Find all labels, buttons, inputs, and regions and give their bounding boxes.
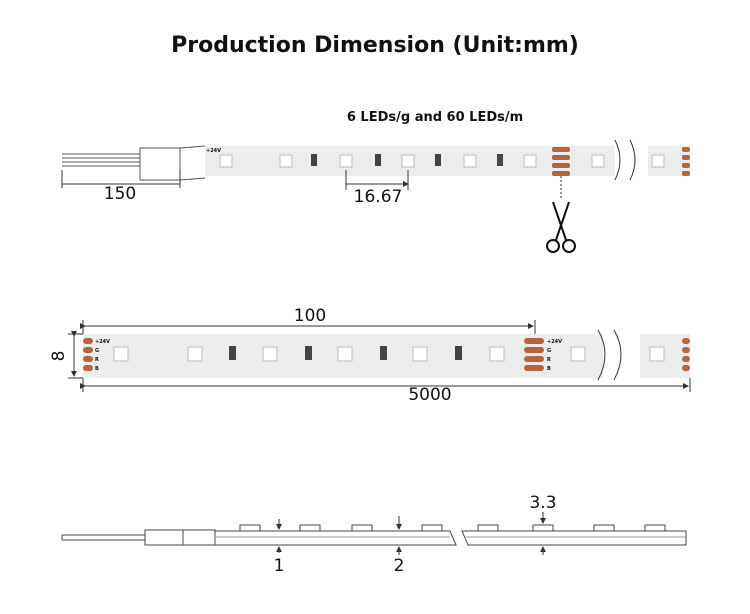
strip-view: +24V G R B +24V G R B 100 5000 8: [49, 306, 691, 405]
dimension-label: 2: [394, 556, 405, 576]
pad-label: +24V: [206, 148, 221, 154]
pad-label: R: [547, 357, 551, 363]
subtitle: 6 LEDs/g and 60 LEDs/m: [347, 110, 523, 125]
pad-label: G: [547, 348, 551, 354]
dimension-label: 16.67: [354, 187, 403, 207]
pad-label: +24V: [95, 339, 110, 345]
dimension-label: 100: [294, 306, 326, 326]
pad-label: +24V: [547, 339, 562, 345]
pad-label: B: [95, 366, 99, 372]
pad-label: G: [95, 348, 99, 354]
side-view: 1 2 3.3: [61, 493, 687, 576]
dimension-label: 3.3: [529, 493, 556, 513]
title: Production Dimension (Unit:mm): [171, 33, 579, 58]
dimension-label: 150: [104, 184, 136, 204]
connector: [139, 147, 181, 181]
dimension-label: 8: [49, 351, 69, 362]
leds: [239, 524, 666, 532]
leds: [219, 154, 665, 168]
scissors: [546, 201, 576, 253]
pad-label: B: [547, 366, 551, 372]
pad-label: R: [95, 357, 99, 363]
dimension-label: 1: [274, 556, 285, 576]
top-view: 6 LEDs/g and 60 LEDs/m +24V 150 16.67: [61, 110, 690, 253]
leds: [113, 346, 665, 362]
dimension-label: 5000: [408, 385, 451, 405]
